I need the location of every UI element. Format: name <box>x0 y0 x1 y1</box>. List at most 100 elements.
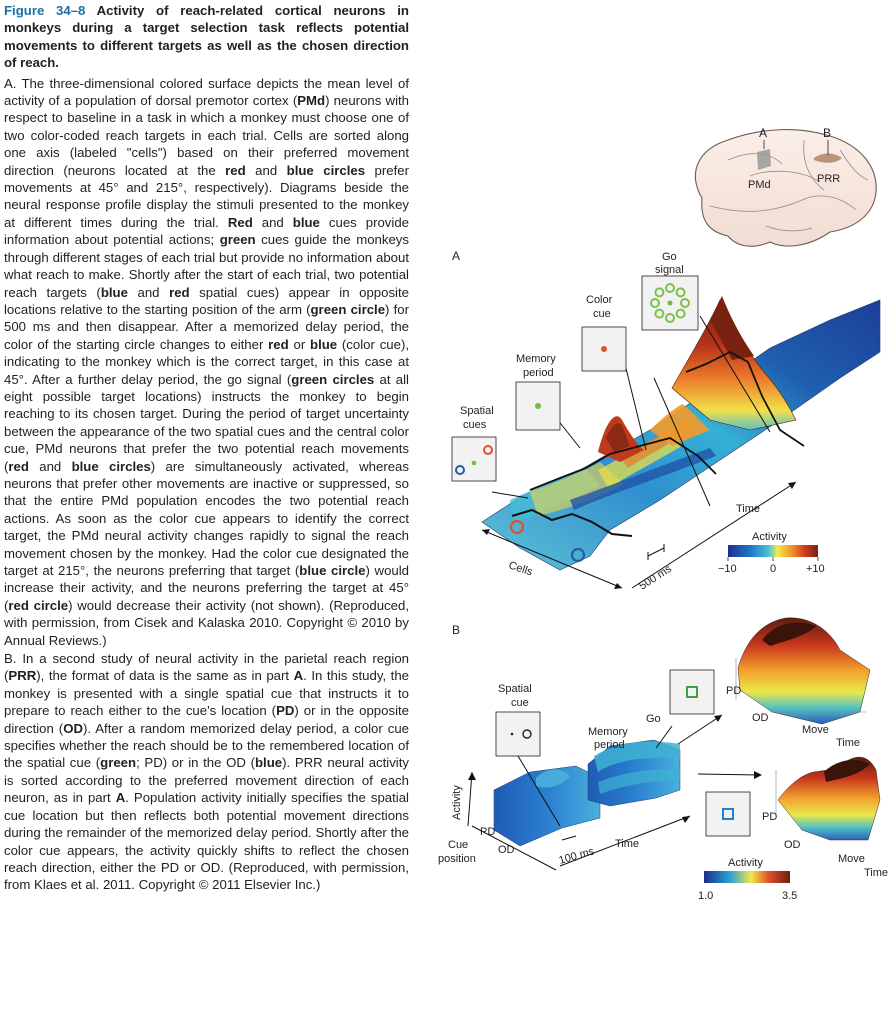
caption-part-a-run: red <box>268 336 289 352</box>
caption-part-a-run: red circle <box>8 597 69 613</box>
go-target-circle <box>675 308 686 319</box>
axis-time: Time <box>736 503 760 515</box>
figure-artwork: A B PMd PRR A Spatial <box>410 0 895 1031</box>
time-label-b2: Time <box>836 737 860 749</box>
caption-part-b-run: ). PRR neural activity is sorted accordi… <box>4 755 409 806</box>
caption-part-a-run: red <box>8 458 29 474</box>
caption-part-a-run: ) for 500 ms and then disappear. After a… <box>4 301 409 352</box>
cue-b-spatial-line2: cue <box>511 697 529 709</box>
caption-part-a-run: The three-dimensional colored surface de… <box>4 75 409 109</box>
caption-part-a-run: ) would increase their activity, and the… <box>4 563 409 613</box>
caption-part-a-run: cues provide information about potential… <box>4 214 410 248</box>
brain-region-prr: PRR <box>817 173 840 185</box>
caption-part-b-run: PRR <box>8 668 37 684</box>
go-target-circle <box>675 287 686 298</box>
time-label-b3: Time <box>864 867 888 879</box>
colorbar-a-max: +10 <box>806 563 825 575</box>
figure-svg: A B PMd PRR A Spatial <box>438 126 888 902</box>
caption-part-a-run: green <box>219 232 256 248</box>
panel-a: A Spatial cues <box>451 249 881 593</box>
caption-part-a-run: cues guide the monkeys through different… <box>4 232 409 300</box>
brain-label-a: A <box>759 126 767 140</box>
caption-part-a-run: (color cue), indicating to the monkey wh… <box>4 336 410 387</box>
blue-target-circle <box>570 547 586 563</box>
caption-part-a-run: and <box>28 458 72 474</box>
caption-part-b-run: ), the format of data is the same as in … <box>36 668 294 684</box>
caption-part-a-run: blue circles <box>286 162 366 178</box>
caption-part-b-run: PD <box>276 703 295 719</box>
panel-b: B Spatial cue Memory period Go Activity … <box>438 617 888 902</box>
caption-part-a-run: PMd <box>297 93 326 109</box>
cue-box-b-spatial <box>495 711 541 757</box>
cue-go-line1: Go <box>662 251 677 263</box>
caption-part-b-run: A <box>293 668 304 684</box>
axis-cells: Cells <box>507 559 534 578</box>
caption-part-a-run: green circle <box>310 301 386 317</box>
figure-caption: Figure 34–8 Activity of reach-related co… <box>4 2 409 895</box>
panel-b-surface-1 <box>493 765 601 847</box>
od-label-b1: OD <box>498 844 515 856</box>
scale-bar-500ms: 500 ms <box>637 563 674 593</box>
caption-part-a-run: and <box>127 284 170 300</box>
cue-box-go: Go signal <box>641 251 699 331</box>
caption-part-b-run: green <box>100 755 137 771</box>
caption-part-b-run: . In this study, the monkey is presented… <box>4 668 409 719</box>
caption-part-a-run: A. <box>4 75 17 91</box>
caption-part-a-run: at all eight possible target locations) … <box>4 371 409 474</box>
cue-position-line1: Cue <box>448 839 468 851</box>
caption-part-a-run: blue <box>100 284 128 300</box>
move-label-b3: Move <box>838 853 865 865</box>
panel-a-black-trace <box>511 508 633 537</box>
colorbar-a-title: Activity <box>752 531 787 543</box>
cue-box-spatial: Spatial cues <box>451 405 497 482</box>
brain-region-pmd: PMd <box>748 179 771 191</box>
caption-part-b-run: OD <box>63 720 83 736</box>
cue-spatial-line1: Spatial <box>460 405 494 417</box>
cue-memory-line2: period <box>523 367 554 379</box>
panel-a-label: A <box>452 249 460 263</box>
caption-part-a: A. The three-dimensional colored surface… <box>4 75 409 649</box>
colorbar-b-max: 3.5 <box>782 890 797 902</box>
go-target-circle <box>654 308 665 319</box>
cue-b-spatial-line1: Spatial <box>498 683 532 695</box>
cue-memory-line1: Memory <box>516 353 556 365</box>
cue-color-line1: Color <box>586 294 613 306</box>
memory-period-line1: Memory <box>588 726 628 738</box>
cue-box-b-green <box>669 669 715 715</box>
panel-b-label: B <box>452 623 460 637</box>
caption-part-a-run: blue circles <box>71 458 151 474</box>
caption-part-a-run: prefer movements at 45° and 215°, respec… <box>4 162 409 230</box>
figure-title: Activity of reach-related cortical neuro… <box>4 3 409 71</box>
caption-part-b-run: B. <box>4 651 17 667</box>
caption-part-a-run: blue circle <box>299 563 366 578</box>
caption-part-b-run: blue <box>255 755 283 771</box>
caption-part-b-run: A <box>115 790 126 806</box>
cue-position-line2: position <box>438 853 476 865</box>
panel-b-od-plot: PD OD Move Time <box>762 757 888 879</box>
cue-go-line2: signal <box>655 264 684 276</box>
go-target-circle <box>665 313 675 323</box>
brain-label-b: B <box>823 126 831 140</box>
cue-spatial-line2: cues <box>463 419 487 431</box>
caption-part-a-run: green circles <box>291 371 375 387</box>
caption-part-a-run: or <box>288 336 311 352</box>
colorbar-a-min: −10 <box>718 563 737 575</box>
colorbar-b-title: Activity <box>728 857 763 869</box>
go-target-circle <box>680 298 690 308</box>
go-target-circle <box>665 283 675 293</box>
colorbar-b-min: 1.0 <box>698 890 713 902</box>
caption-part-a-run: and <box>245 162 287 178</box>
caption-part-a-run: spatial cues) appear in opposite locatio… <box>4 284 409 317</box>
brain-illustration: A B PMd PRR <box>694 126 877 247</box>
caption-part-a-run: ) would decrease their activity (not sho… <box>4 597 409 648</box>
caption-part-b-run: . Population activity initially specifie… <box>4 790 409 893</box>
red-target-circle <box>509 519 525 535</box>
caption-part-a-run: Red <box>227 214 253 230</box>
caption-part-a-run: ) are simultaneously activated, whereas … <box>4 458 409 578</box>
colorbar-a-mid: 0 <box>770 563 776 575</box>
caption-part-a-run: red <box>225 162 246 178</box>
panel-b-colorbar: Activity 1.0 3.5 <box>698 857 797 902</box>
caption-part-a-run: red <box>169 284 190 300</box>
caption-part-a-run: ) neurons with respect to baseline in a … <box>4 93 409 178</box>
go-target-circle <box>650 298 660 308</box>
